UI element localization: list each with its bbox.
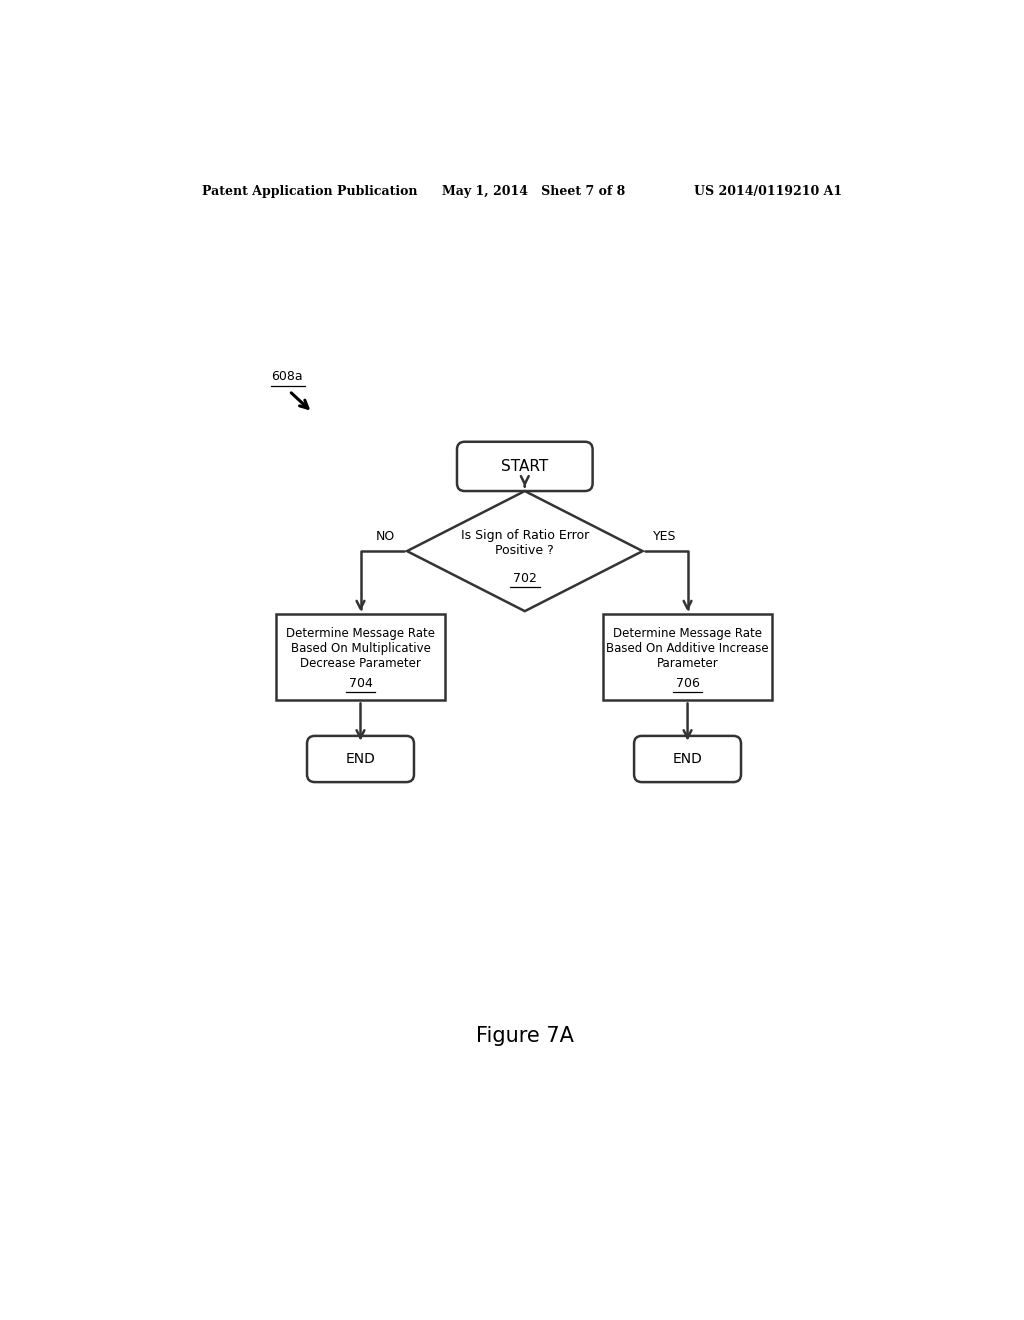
Text: YES: YES [652,531,676,544]
Text: US 2014/0119210 A1: US 2014/0119210 A1 [693,185,842,198]
FancyBboxPatch shape [603,614,772,701]
Text: START: START [501,459,549,474]
FancyBboxPatch shape [634,737,741,781]
Text: 702: 702 [513,572,537,585]
Text: NO: NO [376,531,395,544]
Text: Patent Application Publication: Patent Application Publication [202,185,417,198]
Text: 704: 704 [348,677,373,690]
Text: Figure 7A: Figure 7A [476,1026,573,1047]
FancyBboxPatch shape [276,614,445,701]
Text: 608a: 608a [271,370,303,383]
Text: Determine Message Rate
Based On Multiplicative
Decrease Parameter: Determine Message Rate Based On Multipli… [286,627,435,669]
Text: Determine Message Rate
Based On Additive Increase
Parameter: Determine Message Rate Based On Additive… [606,627,769,669]
Text: 706: 706 [676,677,699,690]
FancyBboxPatch shape [457,442,593,491]
Text: END: END [345,752,376,766]
FancyBboxPatch shape [307,737,414,781]
Text: Is Sign of Ratio Error
Positive ?: Is Sign of Ratio Error Positive ? [461,529,589,557]
Text: END: END [673,752,702,766]
Text: May 1, 2014   Sheet 7 of 8: May 1, 2014 Sheet 7 of 8 [442,185,625,198]
Polygon shape [407,491,643,611]
